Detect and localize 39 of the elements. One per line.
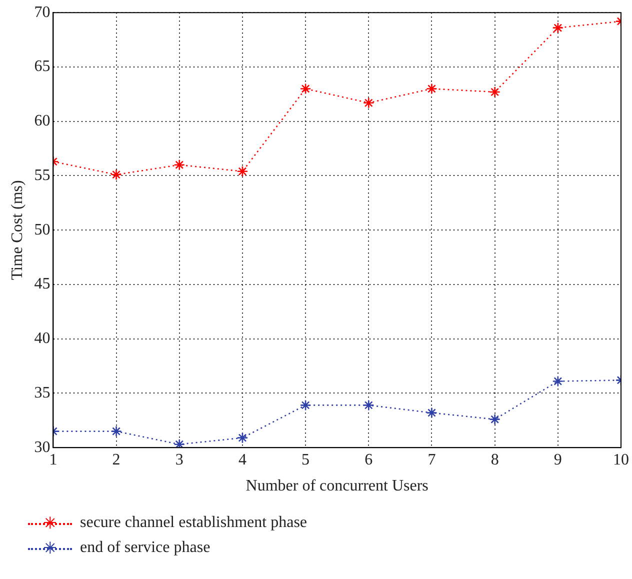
y-tick-label: 55 xyxy=(34,166,50,184)
point xyxy=(174,438,186,448)
point xyxy=(426,407,438,418)
x-axis-title: Number of concurrent Users xyxy=(246,478,428,495)
y-tick-label: 50 xyxy=(34,221,50,238)
point xyxy=(362,97,374,109)
x-tick-label: 9 xyxy=(554,451,562,468)
x-tick-label: 6 xyxy=(364,451,373,468)
point xyxy=(110,426,122,437)
x-tick-label: 8 xyxy=(490,451,499,468)
x-tick-label: 4 xyxy=(238,451,246,468)
point xyxy=(552,376,564,387)
y-tick-label: 30 xyxy=(34,438,50,456)
point xyxy=(236,432,248,444)
point xyxy=(300,400,312,411)
y-tick-label: 45 xyxy=(34,276,50,293)
x-tick-label: 10 xyxy=(613,451,629,468)
y-tick-label: 70 xyxy=(34,4,50,21)
y-tick-label: 35 xyxy=(34,384,50,402)
point xyxy=(489,86,500,98)
y-axis-title: Time Cost (ms) xyxy=(8,180,26,280)
x-tick-label: 7 xyxy=(428,451,436,468)
point xyxy=(489,414,500,425)
y-tick-label: 65 xyxy=(34,58,50,76)
x-tick-label: 5 xyxy=(302,451,310,468)
y-tick-label: 40 xyxy=(34,330,50,348)
point xyxy=(236,166,248,178)
point xyxy=(552,22,564,34)
point xyxy=(110,168,122,180)
point xyxy=(300,83,312,94)
x-tick-label: 2 xyxy=(112,451,120,468)
y-tick-label: 60 xyxy=(34,112,50,130)
point xyxy=(362,400,374,411)
legend-label: secure channel establishment phase xyxy=(80,514,308,532)
point xyxy=(174,159,186,170)
point xyxy=(426,83,438,94)
x-tick-label: 3 xyxy=(175,451,184,468)
legend-label: end of service phase xyxy=(80,538,210,556)
x-tick-label: 1 xyxy=(49,451,58,468)
